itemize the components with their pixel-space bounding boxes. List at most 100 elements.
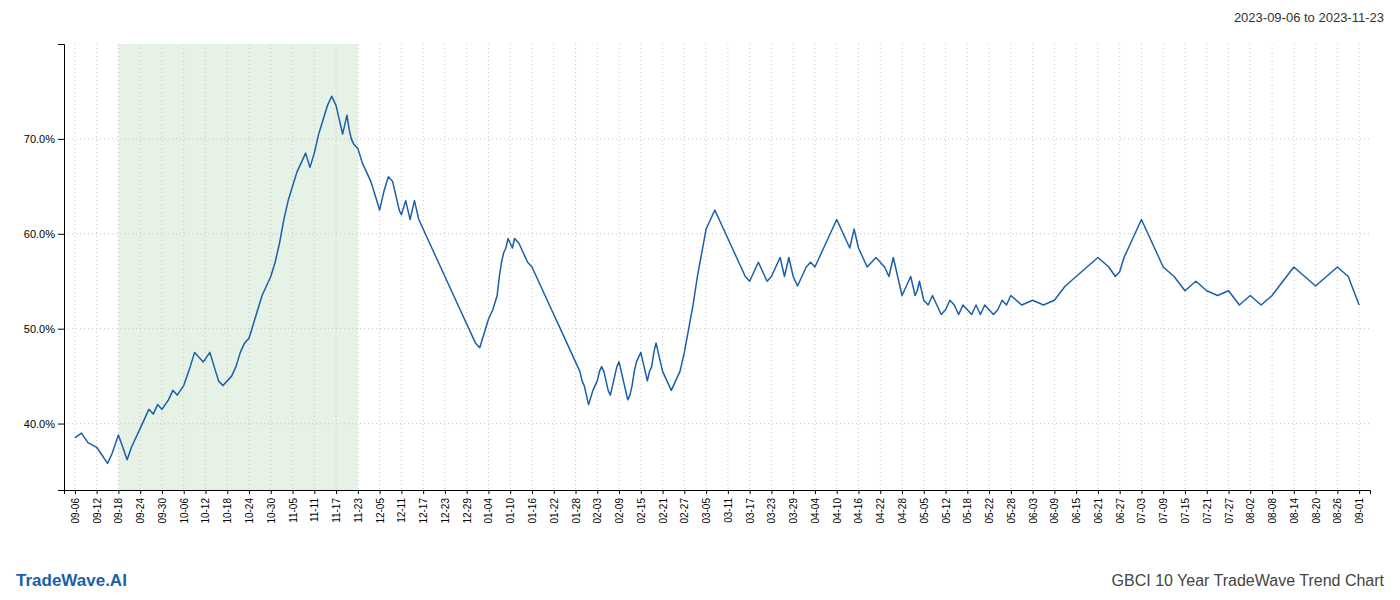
x-tick-label: 09-30: [157, 498, 168, 524]
x-tick-mark: [815, 490, 816, 494]
x-tick: 02-15: [636, 490, 647, 524]
x-tick: 09-18: [113, 490, 124, 524]
x-tick-mark: [1207, 490, 1208, 494]
x-tick-label: 07-21: [1202, 498, 1213, 524]
x-tick: 04-16: [853, 490, 864, 524]
grid-line: [510, 44, 511, 490]
x-tick: 05-12: [941, 490, 952, 524]
x-tick: 06-21: [1093, 490, 1104, 524]
grid-line: [902, 44, 903, 490]
x-tick-mark: [1033, 490, 1034, 494]
x-tick: 03-05: [701, 490, 712, 524]
grid-line: [118, 44, 119, 490]
y-tick: 50.0%: [24, 323, 64, 335]
grid-line: [1010, 44, 1011, 490]
grid-line: [336, 44, 337, 490]
x-tick-mark: [750, 490, 751, 494]
x-tick: 02-21: [658, 490, 669, 524]
x-tick: 03-23: [766, 490, 777, 524]
x-tick-mark: [380, 490, 381, 494]
grid-line: [727, 44, 728, 490]
grid-line: [662, 44, 663, 490]
grid-line: [161, 44, 162, 490]
x-tick-mark: [619, 490, 620, 494]
subtitle: 2023-09-06 to 2023-11-23: [1234, 10, 1384, 25]
x-tick: 09-12: [92, 490, 103, 524]
x-tick-mark: [184, 490, 185, 494]
x-tick-mark: [837, 490, 838, 494]
x-tick: 06-15: [1071, 490, 1082, 524]
x-tick-label: 09-12: [92, 498, 103, 524]
grid-line: [96, 44, 97, 490]
grid-line: [64, 423, 1370, 424]
x-tick-label: 01-10: [505, 498, 516, 524]
x-tick-mark: [227, 490, 228, 494]
grid-line: [945, 44, 946, 490]
x-tick: 08-14: [1289, 490, 1300, 524]
grid-line: [858, 44, 859, 490]
y-tick: 60.0%: [24, 228, 64, 240]
line: [75, 96, 1359, 463]
grid-line: [466, 44, 467, 490]
x-tick-label: 03-05: [701, 498, 712, 524]
x-tick-label: 11-05: [288, 498, 299, 523]
x-tick-mark: [576, 490, 577, 494]
grid-line: [640, 44, 641, 490]
x-tick: 10-24: [244, 490, 255, 524]
x-tick: 09-06: [70, 490, 81, 524]
x-tick-mark: [510, 490, 511, 494]
plot-area: [64, 44, 1370, 490]
x-tick-mark: [880, 490, 881, 494]
x-tick: 06-03: [1028, 490, 1039, 524]
x-tick: 07-09: [1158, 490, 1169, 524]
x-tick: 11-11: [309, 490, 320, 522]
x-tick-label: 07-15: [1180, 498, 1191, 524]
x-tick: 11-17: [331, 490, 342, 523]
x-tick: 07-15: [1180, 490, 1191, 524]
x-tick: 03-17: [745, 490, 756, 524]
x-tick-label: 05-12: [941, 498, 952, 524]
grid-line: [793, 44, 794, 490]
y-tick-label: 40.0%: [24, 418, 55, 430]
x-tick-mark: [728, 490, 729, 494]
grid-line: [270, 44, 271, 490]
x-tick-mark: [967, 490, 968, 494]
grid-line: [1032, 44, 1033, 490]
grid-line: [140, 44, 141, 490]
x-tick-mark: [902, 490, 903, 494]
x-tick: 01-16: [527, 490, 538, 524]
grid-line: [597, 44, 598, 490]
grid-line: [64, 233, 1370, 234]
x-tick-mark: [140, 490, 141, 494]
grid-line: [967, 44, 968, 490]
x-tick: 06-27: [1115, 490, 1126, 524]
x-tick: 09-30: [157, 490, 168, 524]
x-tick-label: 09-18: [113, 498, 124, 524]
x-tick-mark: [1359, 490, 1360, 494]
x-tick: 09-01: [1354, 490, 1365, 524]
grid-line: [64, 328, 1370, 329]
x-tick: 07-03: [1136, 490, 1147, 524]
x-tick-mark: [162, 490, 163, 494]
y-tick-mark: [58, 329, 64, 330]
y-tick-mark: [58, 234, 64, 235]
x-tick: 05-28: [1006, 490, 1017, 524]
x-tick: 05-22: [984, 490, 995, 524]
x-tick: 10-06: [179, 490, 190, 524]
y-axis-line: [58, 45, 65, 491]
x-tick: 11-23: [353, 490, 364, 523]
x-tick-label: 10-12: [200, 498, 211, 524]
x-tick-mark: [1163, 490, 1164, 494]
x-tick-label: 02-03: [592, 498, 603, 524]
x-tick-label: 12-11: [396, 498, 407, 523]
x-tick-label: 04-16: [853, 498, 864, 524]
x-tick: 10-30: [266, 490, 277, 524]
grid-line: [444, 44, 445, 490]
x-tick-mark: [554, 490, 555, 494]
x-tick-label: 06-21: [1093, 498, 1104, 524]
grid-line: [880, 44, 881, 490]
x-tick-mark: [1316, 490, 1317, 494]
grid-line: [836, 44, 837, 490]
x-tick-label: 08-08: [1267, 498, 1278, 524]
x-tick-mark: [467, 490, 468, 494]
